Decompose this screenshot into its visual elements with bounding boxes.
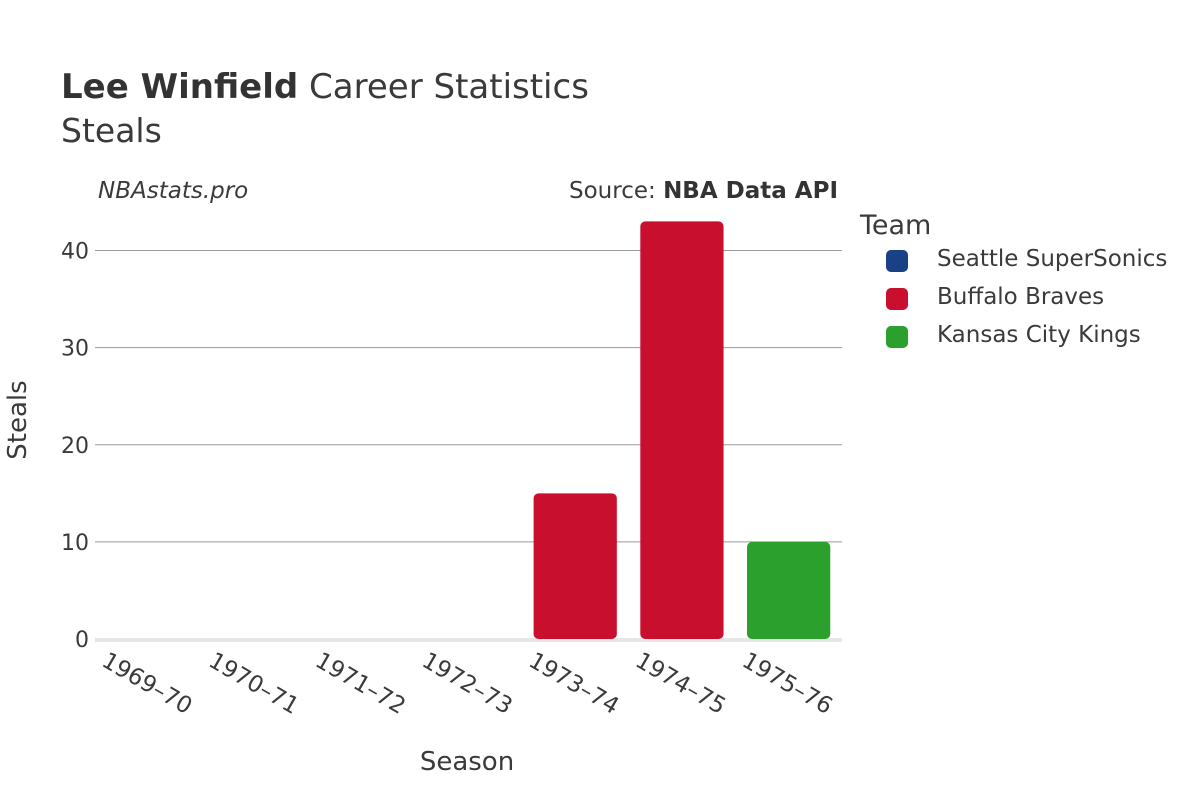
gridlines bbox=[95, 250, 842, 642]
y-tick-label: 40 bbox=[61, 240, 89, 265]
y-axis-title: Steals bbox=[3, 380, 33, 459]
chart-subtitle: Steals bbox=[61, 111, 162, 150]
legend-label: Seattle SuperSonics bbox=[937, 246, 1168, 272]
bars bbox=[533, 221, 831, 639]
x-tick-label: 1974–75 bbox=[631, 648, 730, 720]
bar bbox=[640, 221, 724, 639]
legend-label: Kansas City Kings bbox=[937, 322, 1141, 348]
legend-label: Buffalo Braves bbox=[937, 284, 1105, 310]
source-prefix: Source: bbox=[569, 178, 664, 204]
y-axis-ticks: 0 10 20 30 40 bbox=[61, 240, 89, 653]
y-tick-label: 20 bbox=[61, 434, 89, 459]
legend-item-seattle-supersonics[interactable]: Seattle SuperSonics bbox=[860, 246, 1167, 285]
x-tick-label: 1973–74 bbox=[524, 648, 623, 720]
x-tick-label: 1972–73 bbox=[418, 648, 517, 720]
player-name: Lee Winfield bbox=[61, 67, 299, 107]
site-credit: NBAstats.pro bbox=[98, 178, 249, 204]
legend: Team Seattle SuperSonics Buffalo Braves … bbox=[860, 210, 1167, 361]
x-tick-label: 1969–70 bbox=[97, 648, 196, 720]
y-tick-label: 30 bbox=[61, 337, 89, 362]
x-tick-label: 1970–71 bbox=[204, 648, 303, 720]
x-axis-title: Season bbox=[420, 747, 514, 777]
y-tick-label: 0 bbox=[75, 628, 89, 653]
legend-title: Team bbox=[860, 210, 932, 241]
legend-item-buffalo-braves[interactable]: Buffalo Braves bbox=[860, 284, 1104, 323]
legend-swatch bbox=[886, 288, 908, 310]
bar bbox=[533, 493, 617, 639]
x-tick-label: 1971–72 bbox=[311, 648, 410, 720]
x-axis-ticks: 1969–70 1970–71 1971–72 1972–73 1973–74 1974–… bbox=[97, 648, 836, 720]
legend-swatch bbox=[886, 250, 908, 272]
x-tick-label: 1975–76 bbox=[738, 648, 837, 720]
legend-swatch bbox=[886, 326, 908, 348]
y-tick-label: 10 bbox=[61, 531, 89, 556]
legend-item-kansas-city-kings[interactable]: Kansas City Kings bbox=[860, 322, 1141, 361]
source-credit: Source: NBA Data API bbox=[569, 178, 838, 204]
source-name: NBA Data API bbox=[663, 178, 838, 204]
bar bbox=[747, 541, 831, 639]
chart-title: Lee Winfield Career Statistics bbox=[61, 67, 589, 107]
title-suffix: Career Statistics bbox=[298, 67, 589, 107]
